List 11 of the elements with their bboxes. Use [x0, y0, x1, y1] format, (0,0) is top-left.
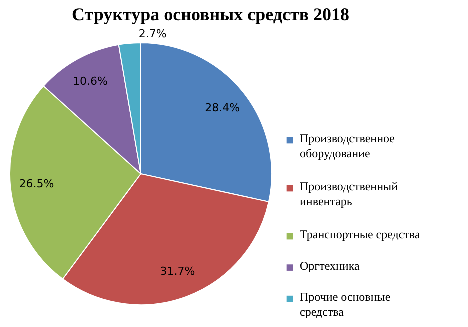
- data-label: 10.6%: [72, 75, 108, 88]
- data-label: 28.4%: [205, 101, 240, 114]
- data-label: 2.7%: [138, 28, 167, 41]
- legend-label: Оргтехника: [300, 258, 360, 273]
- legend-label: Производственный инвентарь: [300, 180, 399, 209]
- data-label: 26.5%: [19, 177, 54, 190]
- data-label: 31.7%: [160, 265, 196, 278]
- legend-label: Прочие основные средства: [300, 290, 391, 320]
- legend-label: Транспортные средства: [300, 228, 421, 242]
- chart-title: Структура основных средств 2018: [72, 4, 350, 25]
- legend-label: Производственное оборудование: [300, 132, 395, 160]
